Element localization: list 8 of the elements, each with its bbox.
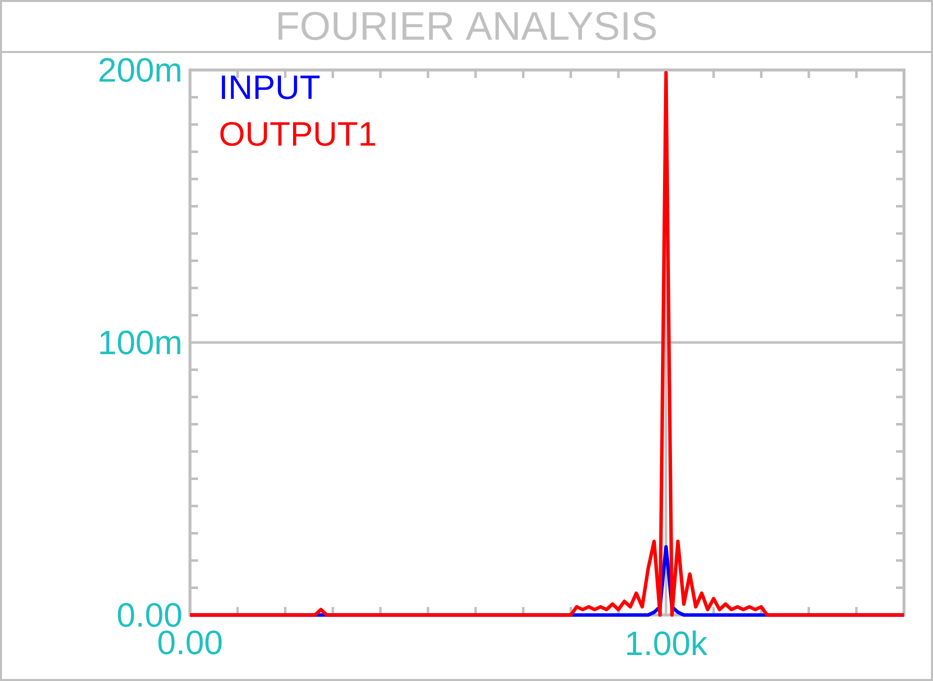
y-tick-label: 200m (99, 58, 180, 82)
text: OUTPUT1 (220, 122, 376, 146)
text: INPUT (222, 76, 320, 100)
y-tick-label: 0.00 (118, 602, 182, 627)
y-tick-label: 100m (100, 330, 180, 354)
line-series (188, 70, 906, 617)
chart-title: FOURIER ANALYSIS (278, 12, 656, 40)
x-tick-label: 1.00k (627, 630, 708, 656)
